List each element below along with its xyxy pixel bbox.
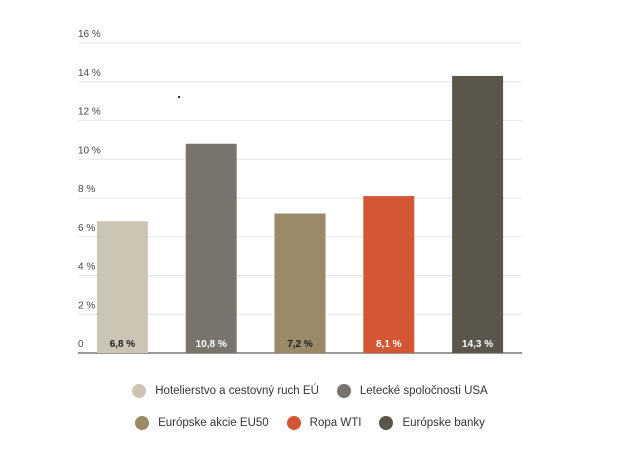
legend-row-1: Hotelierstvo a cestovný ruch EÚ Letecké …: [0, 384, 620, 398]
legend-label: Hotelierstvo a cestovný ruch EÚ: [155, 385, 319, 397]
legend-label: Európske banky: [402, 417, 485, 429]
y-tick-label: 0: [78, 339, 84, 350]
legend-swatch: [135, 416, 150, 430]
data-label: 14,3 %: [462, 339, 493, 350]
bar: [363, 196, 415, 353]
legend-swatch: [379, 416, 394, 430]
bar: [185, 143, 237, 353]
legend-item-banky: Európske banky: [379, 416, 485, 430]
legend-item-letecke: Letecké spoločnosti USA: [336, 384, 488, 398]
y-tick-label: 8 %: [78, 184, 95, 195]
legend-label: Európske akcie EU50: [158, 417, 269, 429]
legend-item-ropa: Ropa WTI: [286, 416, 362, 430]
legend-item-hotelierstvo: Hotelierstvo a cestovný ruch EÚ: [132, 384, 319, 398]
data-label: 6,8 %: [110, 339, 136, 350]
stray-dot: [178, 96, 180, 98]
legend-item-akcie: Európske akcie EU50: [135, 416, 269, 430]
data-label: 7,2 %: [287, 339, 313, 350]
bar: [452, 75, 504, 353]
legend-label: Ropa WTI: [309, 417, 362, 429]
data-label: 10,8 %: [196, 339, 227, 350]
legend-swatch: [286, 416, 301, 430]
y-tick-label: 16 %: [78, 29, 101, 40]
legend-row-2: Európske akcie EU50 Ropa WTI Európske ba…: [0, 416, 620, 430]
data-label: 8,1 %: [376, 339, 402, 350]
legend-label: Letecké spoločnosti USA: [359, 385, 488, 397]
legend-swatch: [336, 384, 351, 398]
y-tick-label: 12 %: [78, 107, 101, 118]
y-tick-label: 4 %: [78, 262, 95, 273]
bar-chart: 0 2 % 4 % 6 % 8 % 10 % 12 % 14 % 16 % 6,8 % 10,8 %…: [78, 29, 522, 354]
y-tick-label: 2 %: [78, 300, 95, 311]
y-tick-label: 14 %: [78, 68, 101, 79]
y-tick-label: 6 %: [78, 223, 95, 234]
bar: [96, 221, 148, 353]
bar: [274, 213, 326, 353]
y-tick-label: 10 %: [78, 145, 101, 156]
legend-swatch: [132, 384, 147, 398]
